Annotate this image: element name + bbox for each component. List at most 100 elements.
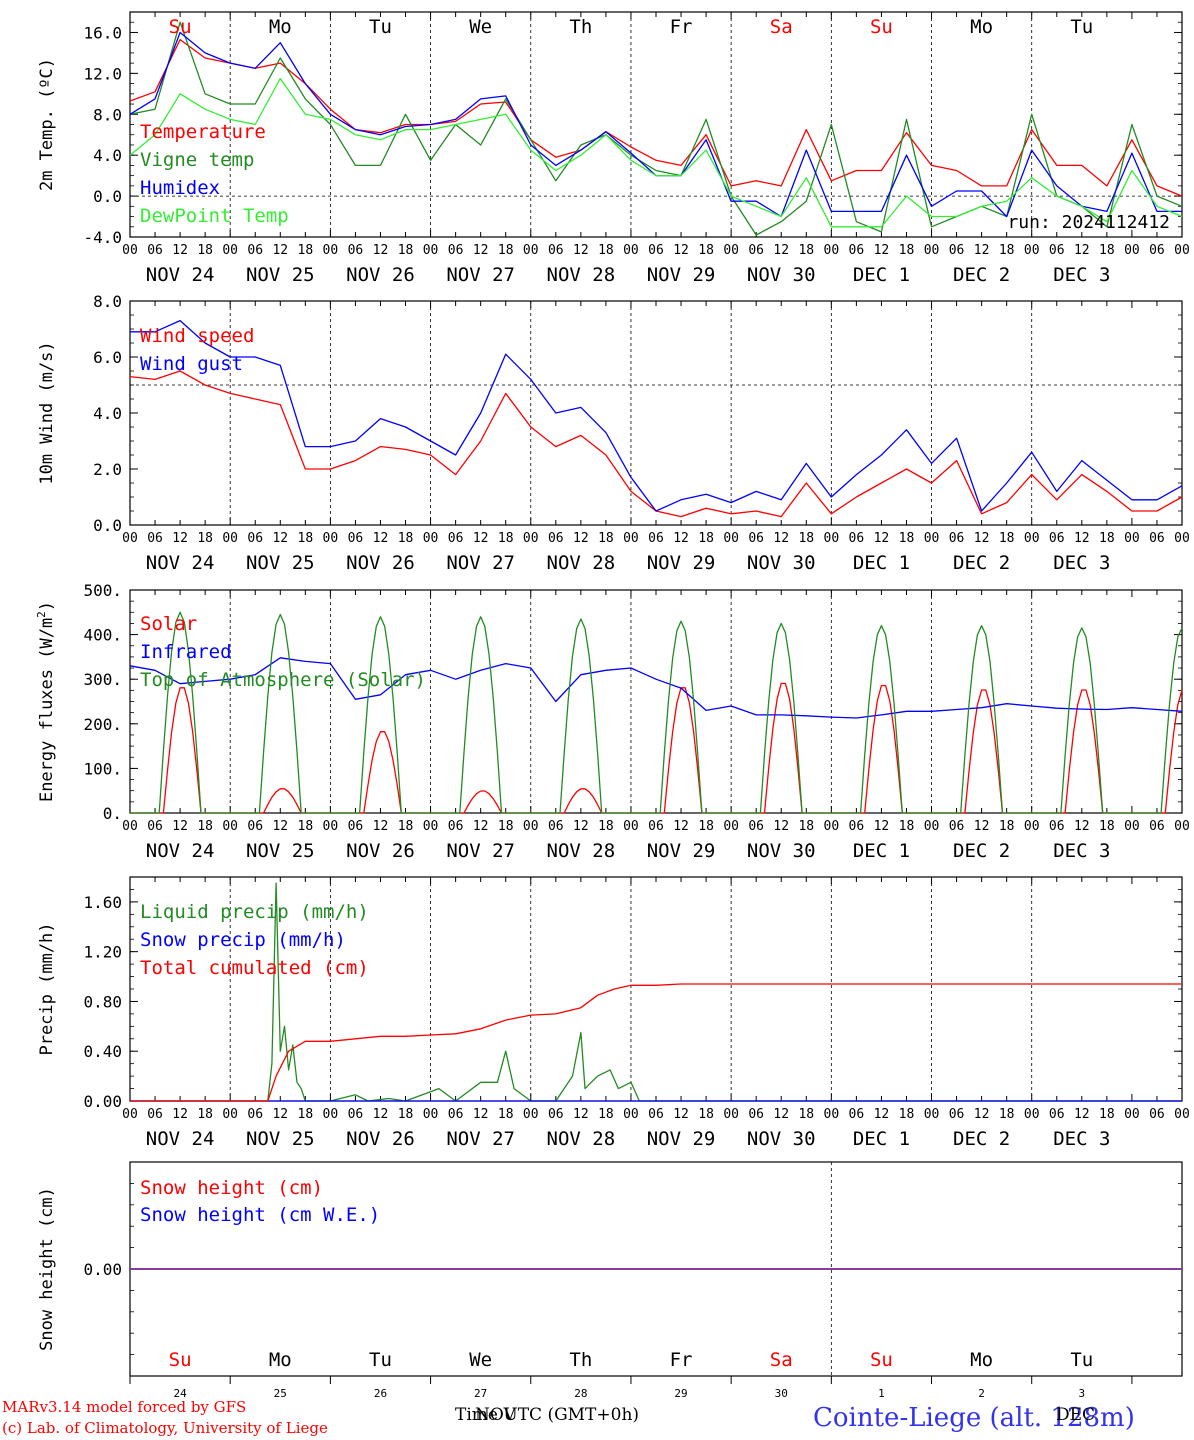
x-tick-label: 00 [122,243,138,258]
x-tick-label: 18 [197,531,213,546]
date-label: DEC 3 [1053,840,1110,862]
y-axis-label: Precip (mm/h) [37,922,57,1055]
date-label: NOV 24 [146,552,215,574]
weekday-label-bottom: Sa [770,1349,793,1371]
x-tick-label: 18 [999,243,1015,258]
x-tick-label: 06 [247,243,263,258]
x-tick-label: 12 [673,243,689,258]
weekday-label: Mo [269,16,292,38]
x-tick-label: 00 [423,1107,439,1122]
date-label: NOV 25 [246,1128,315,1150]
x-tick-label: 00 [523,819,539,834]
date-label: DEC 1 [853,552,910,574]
x-tick-label: 06 [748,243,764,258]
x-tick-label: 12 [673,531,689,546]
x-tick-label: 00 [1024,243,1040,258]
x-tick-label: 00 [523,1107,539,1122]
x-tick-label: 00 [623,819,639,834]
x-tick-label: 06 [1049,243,1065,258]
day-number-label: 25 [274,1387,287,1400]
weekday-label-bottom: Su [169,1349,192,1371]
x-tick-label: 12 [874,243,890,258]
weekday-label-bottom: Su [870,1349,893,1371]
weekday-label-bottom: We [469,1349,492,1371]
panel-1-frame [129,300,1183,526]
date-label: NOV 29 [647,264,716,286]
x-tick-label: 12 [172,1107,188,1122]
date-label: DEC 2 [953,552,1010,574]
legend-entry: Wind gust [140,353,243,375]
y-tick-label: 0.00 [83,1260,122,1279]
y-tick-label: 0.00 [83,1092,122,1111]
x-tick-label: 18 [598,819,614,834]
y-tick-label: 1.60 [83,893,122,912]
x-tick-label: 18 [698,531,714,546]
date-label: NOV 30 [747,552,816,574]
x-tick-label: 00 [723,243,739,258]
run-annotation: run: 2024112412 [1007,212,1170,233]
x-tick-label: 12 [673,819,689,834]
date-label: NOV 28 [547,264,616,286]
credit-model: MARv3.14 model forced by GFS [2,1398,247,1416]
x-tick-label: 00 [1024,819,1040,834]
x-tick-label: 12 [773,1107,789,1122]
y-tick-label: 6.0 [93,348,122,367]
date-label: NOV 26 [346,840,415,862]
series-line-liquid-precip-mm-h- [130,882,1182,1102]
x-tick-label: 00 [623,1107,639,1122]
date-label: DEC 2 [953,264,1010,286]
x-tick-label: 18 [298,1107,314,1122]
x-tick-label: 12 [573,531,589,546]
x-tick-label: 18 [899,243,915,258]
x-tick-label: 06 [348,243,364,258]
y-axis-label: 10m Wind (m/s) [37,341,57,484]
x-tick-label: 18 [498,531,514,546]
x-tick-label: 12 [272,243,288,258]
date-label: NOV 28 [547,840,616,862]
date-label: DEC 3 [1053,552,1110,574]
x-tick-label: 18 [698,243,714,258]
date-label: NOV 26 [346,1128,415,1150]
x-tick-label: 00 [1174,243,1190,258]
x-tick-label: 06 [548,531,564,546]
x-tick-label: 18 [1099,819,1115,834]
x-tick-label: 06 [849,819,865,834]
x-tick-label: 12 [172,819,188,834]
x-tick-label: 00 [824,243,840,258]
x-tick-label: 06 [247,531,263,546]
x-tick-label: 00 [1024,531,1040,546]
x-tick-label: 06 [1149,243,1165,258]
x-tick-label: 00 [824,819,840,834]
x-tick-label: 18 [798,531,814,546]
date-label: NOV 29 [647,1128,716,1150]
date-label: NOV 25 [246,264,315,286]
day-number-label: 2 [978,1387,985,1400]
day-number-label: 1 [878,1387,885,1400]
x-tick-label: 18 [999,819,1015,834]
x-tick-label: 12 [974,243,990,258]
date-label: NOV 29 [647,840,716,862]
date-label: NOV 28 [547,1128,616,1150]
legend-entry: Temperature [140,121,266,143]
x-tick-label: 06 [1049,819,1065,834]
date-label: NOV 28 [547,552,616,574]
x-tick-label: 00 [222,1107,238,1122]
x-tick-label: 00 [924,1107,940,1122]
legend-entry: Snow height (cm W.E.) [140,1204,380,1226]
y-tick-label: 0.40 [83,1042,122,1061]
weekday-label: Sa [770,16,793,38]
weekday-label-bottom: Mo [970,1349,993,1371]
x-tick-label: 12 [1074,531,1090,546]
x-tick-label: 12 [773,243,789,258]
x-tick-label: 18 [298,819,314,834]
x-tick-label: 00 [824,1107,840,1122]
date-label: NOV 27 [446,552,515,574]
day-number-label: 26 [374,1387,387,1400]
y-tick-label: 12.0 [83,64,122,83]
credit-lab: (c) Lab. of Climatology, University of L… [2,1419,328,1437]
x-tick-label: 18 [899,531,915,546]
x-tick-label: 18 [899,1107,915,1122]
x-tick-label: 18 [798,1107,814,1122]
x-tick-label: 06 [448,243,464,258]
series-line-wind-gust [130,319,1183,512]
